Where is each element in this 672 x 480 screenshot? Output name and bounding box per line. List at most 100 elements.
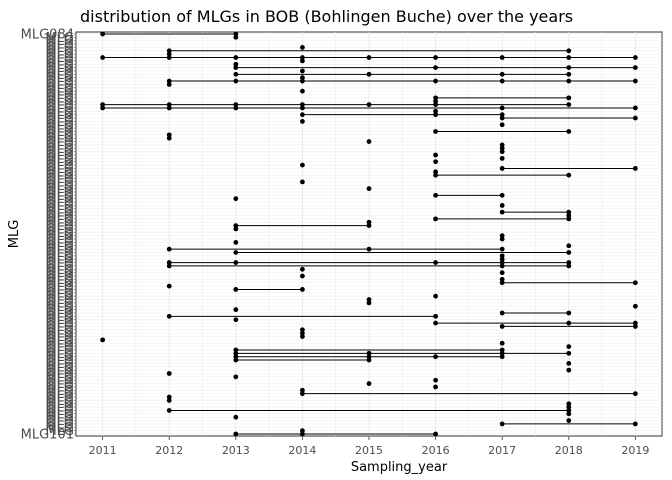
y-tick-label: MLG: [45, 226, 74, 241]
mlg-point: [632, 65, 638, 71]
y-tick-label: MLG: [45, 222, 74, 237]
y-tick-labels: MLG084MLGMLGMLGMLGMLGMLGMLGMLGMLGMLGMLGM…: [21, 28, 76, 443]
mlg-point: [632, 115, 638, 121]
y-tick-label: MLG: [45, 333, 74, 348]
y-tick-label: MLG: [45, 391, 74, 406]
mlg-point: [166, 51, 172, 57]
y-tick-label: MLG: [45, 330, 74, 345]
mlg-point: [566, 404, 572, 410]
mlg-point: [300, 428, 305, 434]
x-tick-label: 2019: [621, 444, 649, 457]
y-tick-label: MLG: [45, 118, 74, 133]
y-tick-label: MLG: [45, 243, 74, 258]
y-tick-label: MLG: [45, 270, 74, 285]
y-tick-label: MLG: [45, 78, 74, 93]
y-tick-label: MLG: [45, 192, 74, 207]
mlg-point: [566, 71, 572, 77]
y-tick-label: MLG: [45, 199, 74, 214]
mlg-point: [499, 256, 505, 262]
y-tick-label: MLG: [45, 71, 74, 86]
y-tick-label: MLG: [45, 165, 74, 180]
y-tick-label: MLG: [45, 421, 74, 436]
mlg-point: [499, 280, 505, 286]
y-tick-label: MLG: [45, 310, 74, 325]
y-tick-label: MLG: [45, 300, 74, 315]
mlg-point: [632, 78, 638, 84]
mlg-point: [566, 361, 572, 366]
mlg-point: [366, 357, 372, 363]
mlg-point: [566, 216, 572, 222]
y-tick-label: MLG: [45, 303, 74, 318]
mlg-point: [499, 324, 505, 329]
y-tick-label: MLG: [45, 85, 74, 100]
mlg-point: [433, 159, 438, 165]
mlg-point: [233, 350, 239, 356]
y-tick-label: MLG: [45, 122, 74, 137]
y-tick-label: MLG: [45, 219, 74, 234]
mlg-point: [433, 98, 438, 104]
mlg-point: [166, 135, 172, 141]
mlg-point: [166, 132, 172, 138]
y-tick-label: MLG: [45, 54, 74, 69]
mlg-point: [233, 78, 239, 84]
y-tick-label: MLG: [45, 68, 74, 83]
mlg-point: [100, 337, 106, 343]
mlg-point: [233, 260, 239, 265]
y-tick-label: MLG: [45, 290, 74, 305]
mlg-point: [566, 48, 572, 54]
mlg-point: [566, 129, 572, 134]
y-tick-label: MLG: [45, 259, 74, 274]
mlg-point: [300, 266, 305, 272]
y-tick-label: MLG: [45, 239, 74, 254]
mlg-point: [499, 149, 505, 155]
mlg-point: [566, 213, 572, 218]
y-tick-label: MLG: [45, 152, 74, 167]
mlg-point: [499, 71, 505, 77]
y-tick-label: MLG: [45, 387, 74, 402]
mlg-point: [499, 142, 505, 148]
mlg-point: [499, 270, 505, 276]
y-tick-label: MLG: [45, 229, 74, 244]
mlg-point: [300, 387, 305, 393]
mlg-point: [366, 350, 372, 356]
mlg-point: [566, 344, 572, 350]
mlg-point: [499, 112, 505, 118]
mlg-point: [499, 209, 505, 215]
y-tick-label: MLG: [45, 58, 74, 73]
y-tick-label: MLG: [45, 125, 74, 140]
y-tick-label: MLG: [45, 31, 74, 46]
mlg-point: [632, 421, 638, 427]
y-tick-label: MLG: [45, 384, 74, 399]
y-tick-label: MLG: [45, 313, 74, 328]
x-tick-label: 2015: [355, 444, 383, 457]
mlg-point: [233, 102, 239, 107]
mlg-point: [499, 233, 505, 239]
y-tick-label: MLG: [45, 61, 74, 76]
mlg-point: [366, 102, 372, 107]
mlg-point: [300, 68, 305, 74]
x-tick-label: 2011: [89, 444, 117, 457]
x-tick-label: 2018: [555, 444, 583, 457]
mlg-point: [499, 122, 505, 128]
mlg-point: [433, 108, 438, 114]
y-tick-label: MLG: [45, 135, 74, 150]
mlg-point: [300, 55, 305, 60]
mlg-point: [566, 55, 572, 60]
y-tick-label: MLG: [45, 169, 74, 184]
mlg-point: [366, 71, 372, 77]
mlg-point: [366, 354, 372, 360]
mlg-points: [100, 31, 638, 437]
y-tick-label: MLG: [45, 145, 74, 160]
x-tick-label: 2016: [422, 444, 450, 457]
mlg-point: [166, 102, 172, 107]
chart-title: distribution of MLGs in BOB (Bohlingen B…: [80, 7, 573, 26]
y-tick-label: MLG: [45, 236, 74, 251]
y-tick-label: MLG: [45, 394, 74, 409]
mlg-point: [433, 152, 438, 158]
y-tick-label: MLG: [45, 142, 74, 157]
mlg-point: [433, 260, 438, 265]
mlg-point: [233, 240, 239, 245]
mlg-point: [566, 65, 572, 71]
x-tick-label: 2012: [155, 444, 183, 457]
y-tick-label: MLG: [45, 34, 74, 49]
